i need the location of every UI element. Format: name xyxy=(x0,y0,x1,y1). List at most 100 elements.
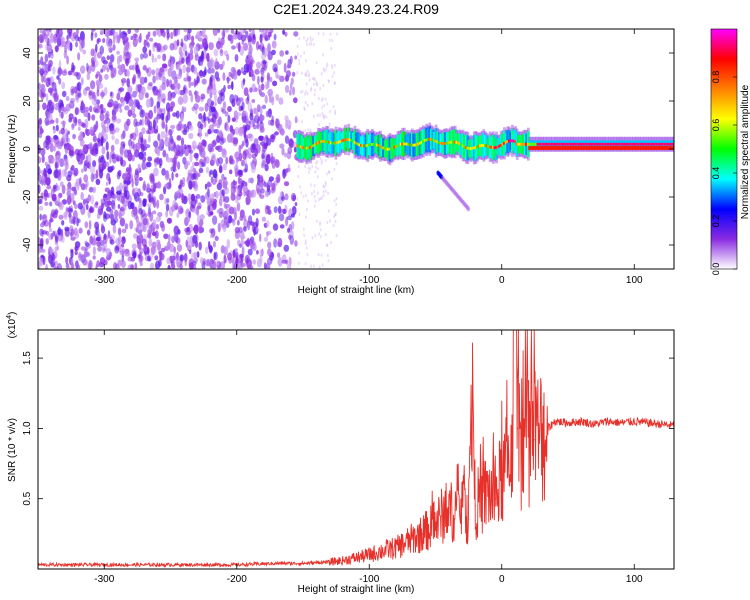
noise-blob xyxy=(66,55,69,65)
noise-blob xyxy=(150,174,155,182)
faint-dot xyxy=(303,233,305,237)
noise-blob xyxy=(99,168,104,179)
noise-blob xyxy=(175,110,180,119)
noise-blob xyxy=(97,83,104,89)
faint-dot xyxy=(304,241,307,245)
noise-blob xyxy=(190,193,195,202)
faint-dot xyxy=(307,159,309,163)
faint-dot xyxy=(310,38,312,42)
carrier-core xyxy=(576,142,579,146)
noise-blob xyxy=(60,106,65,112)
carrier-core xyxy=(636,142,640,146)
carrier-core xyxy=(511,139,514,143)
noise-blob xyxy=(61,70,68,76)
noise-blob xyxy=(45,142,50,151)
noise-blob xyxy=(247,51,253,60)
noise-blob xyxy=(186,227,190,232)
noise-blob xyxy=(294,202,298,207)
noise-blob xyxy=(38,89,44,98)
noise-blob xyxy=(93,95,97,102)
noise-blob xyxy=(222,101,227,110)
noise-blob xyxy=(193,46,199,56)
carrier-core xyxy=(461,144,465,148)
noise-blob xyxy=(224,196,230,203)
carrier-core xyxy=(298,144,301,148)
noise-blob xyxy=(222,163,227,171)
noise-blob xyxy=(207,118,211,124)
snr-point xyxy=(487,491,490,493)
noise-blob xyxy=(193,251,198,259)
noise-blob xyxy=(159,163,162,169)
snr-point xyxy=(646,422,649,424)
noise-blob xyxy=(112,44,116,51)
faint-dot xyxy=(313,43,315,46)
noise-blob xyxy=(116,55,121,66)
noise-blob xyxy=(228,71,233,78)
noise-blob xyxy=(193,161,200,167)
noise-blob xyxy=(117,35,120,44)
faint-dot xyxy=(310,183,312,187)
faint-dot xyxy=(325,243,328,247)
noise-blob xyxy=(249,221,255,226)
noise-blob xyxy=(285,167,291,173)
noise-blob xyxy=(276,59,282,65)
noise-blob xyxy=(251,189,257,198)
noise-blob xyxy=(179,254,185,262)
noise-blob xyxy=(96,38,100,45)
noise-blob xyxy=(61,81,66,90)
noise-blob xyxy=(135,64,140,73)
noise-blob xyxy=(61,220,65,226)
faint-dot xyxy=(313,115,315,118)
faint-dot xyxy=(306,42,308,46)
noise-blob xyxy=(125,58,131,64)
carrier-core xyxy=(305,146,309,150)
faint-dot xyxy=(315,80,318,84)
noise-blob xyxy=(170,101,176,109)
faint-dot xyxy=(319,157,322,161)
carrier-core xyxy=(650,142,654,146)
noise-blob xyxy=(63,50,68,59)
carrier-core xyxy=(398,143,401,147)
noise-blob xyxy=(225,156,229,165)
faint-dot xyxy=(332,128,335,132)
noise-blob xyxy=(208,42,214,51)
carrier-core xyxy=(660,142,664,146)
carrier-core xyxy=(496,145,500,149)
noise-blob xyxy=(171,171,174,181)
noise-blob xyxy=(128,51,132,60)
carrier-core xyxy=(598,142,602,146)
noise-blob xyxy=(233,262,237,269)
noise-blob xyxy=(168,233,171,243)
noise-blob xyxy=(66,195,72,205)
carrier-core xyxy=(339,140,343,144)
carrier-core xyxy=(414,143,417,147)
noise-blob xyxy=(212,169,218,179)
noise-blob xyxy=(284,31,288,37)
noise-blob xyxy=(176,89,181,95)
carrier-core xyxy=(662,142,665,146)
noise-blob xyxy=(96,89,100,97)
noise-blob xyxy=(175,63,181,71)
noise-blob xyxy=(92,160,97,168)
carrier-core xyxy=(453,140,457,144)
noise-blob xyxy=(204,102,209,112)
noise-blob xyxy=(82,144,89,155)
faint-dot xyxy=(318,265,321,269)
noise-blob xyxy=(39,213,42,221)
noise-blob xyxy=(86,62,89,72)
carrier-core xyxy=(379,144,382,148)
faint-dot xyxy=(332,224,335,228)
carrier-core xyxy=(600,142,603,146)
noise-blob xyxy=(233,110,238,118)
faint-dot xyxy=(318,232,320,236)
faint-dot xyxy=(307,69,309,73)
noise-blob xyxy=(247,93,250,102)
noise-blob xyxy=(195,153,199,162)
noise-blob xyxy=(50,52,54,59)
noise-blob xyxy=(264,81,268,91)
faint-dot xyxy=(330,241,332,244)
noise-blob xyxy=(232,137,239,145)
noise-blob xyxy=(192,172,197,180)
faint-dot xyxy=(328,209,330,213)
noise-blob xyxy=(136,224,140,233)
